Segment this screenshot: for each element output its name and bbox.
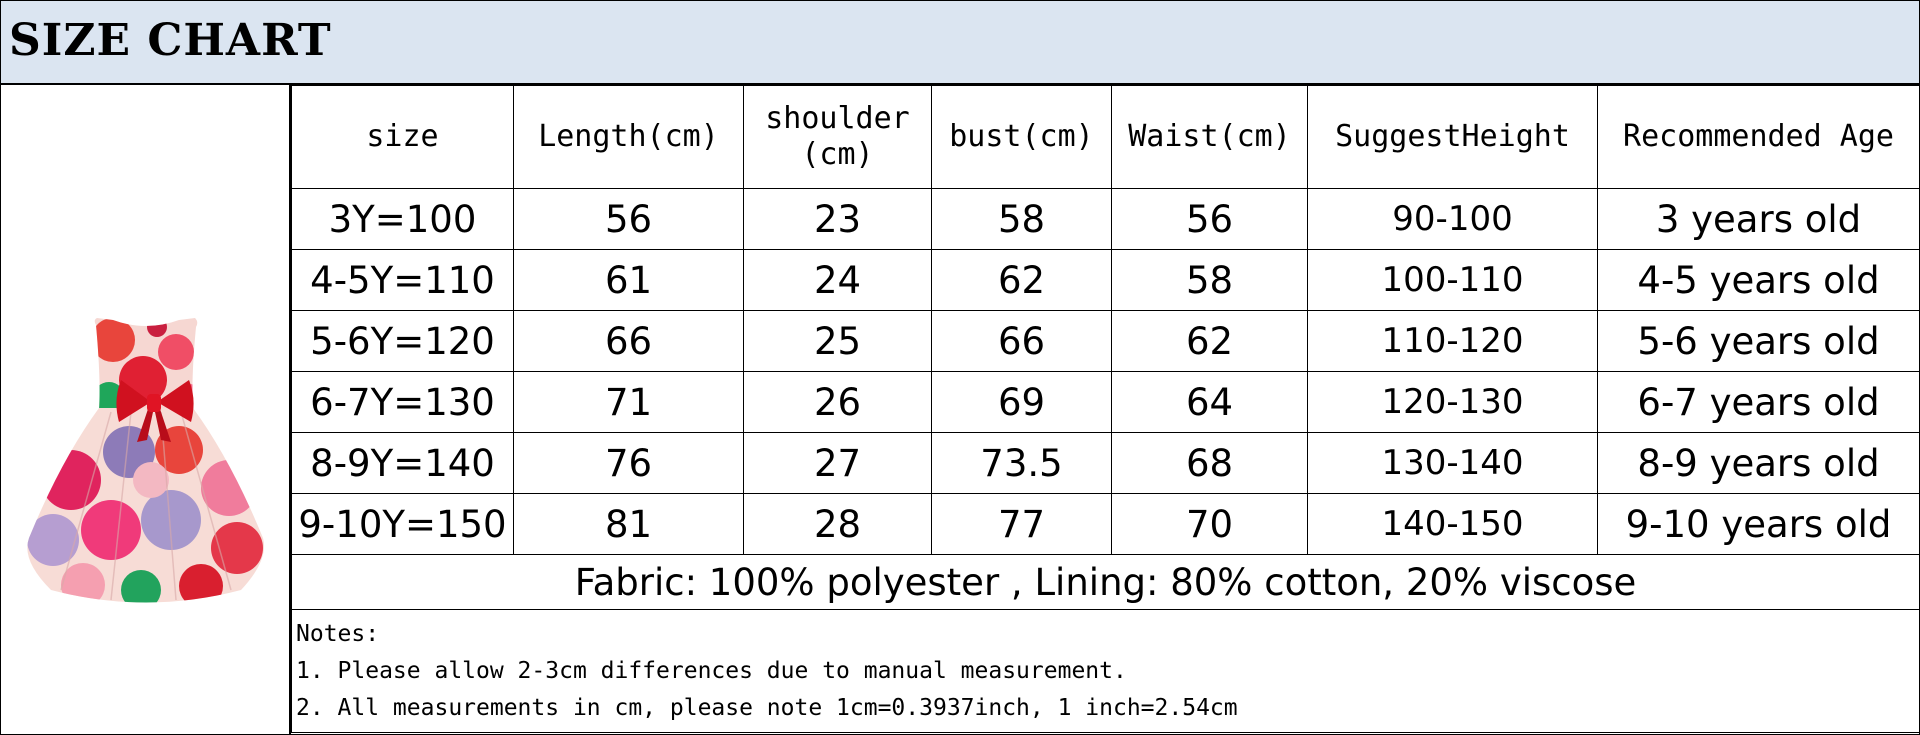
cell-waist: 64 (1111, 371, 1308, 433)
cell-waist: 70 (1111, 493, 1308, 555)
table-row: 6-7Y=130 71 26 69 64 120-130 6-7 years o… (291, 371, 1920, 433)
table-row: 8-9Y=140 76 27 73.5 68 130-140 8-9 years… (291, 432, 1920, 494)
notes-cell: Notes: 1. Please allow 2-3cm differences… (291, 609, 1920, 733)
table-header-row: size Length(cm) shoulder (cm) bust(cm) Wa… (291, 85, 1920, 189)
cell-shoulder: 24 (743, 249, 932, 311)
fabric-row: Fabric: 100% polyester , Lining: 80% cot… (291, 554, 1920, 610)
table-row: 4-5Y=110 61 24 62 58 100-110 4-5 years o… (291, 249, 1920, 311)
cell-age: 3 years old (1597, 188, 1920, 250)
cell-height: 140-150 (1307, 493, 1598, 555)
cell-waist: 56 (1111, 188, 1308, 250)
cell-waist: 62 (1111, 310, 1308, 372)
cell-shoulder: 27 (743, 432, 932, 494)
cell-size: 3Y=100 (291, 188, 514, 250)
cell-age: 6-7 years old (1597, 371, 1920, 433)
cell-bust: 58 (931, 188, 1112, 250)
header-height: SuggestHeight (1307, 85, 1598, 189)
header-waist: Waist(cm) (1111, 85, 1308, 189)
header-bust: bust(cm) (931, 85, 1112, 189)
bow (116, 380, 194, 442)
header-age: Recommended Age (1597, 85, 1920, 189)
cell-bust: 77 (931, 493, 1112, 555)
header-size: size (291, 85, 514, 189)
polka-dot-dress-image (27, 318, 265, 603)
cell-age: 4-5 years old (1597, 249, 1920, 311)
table-row: 9-10Y=150 81 28 77 70 140-150 9-10 years… (291, 493, 1920, 555)
title-bar: SIZE CHART (1, 1, 1919, 85)
header-length: Length(cm) (513, 85, 744, 189)
cell-size: 8-9Y=140 (291, 432, 514, 494)
notes-heading: Notes: (296, 621, 380, 647)
cell-size: 6-7Y=130 (291, 371, 514, 433)
cell-waist: 68 (1111, 432, 1308, 494)
cell-age: 8-9 years old (1597, 432, 1920, 494)
table-row: 5-6Y=120 66 25 66 62 110-120 5-6 years o… (291, 310, 1920, 372)
cell-height: 110-120 (1307, 310, 1598, 372)
cell-waist: 58 (1111, 249, 1308, 311)
note-item: 1. Please allow 2-3cm differences due to… (296, 658, 1127, 684)
cell-length: 71 (513, 371, 744, 433)
header-shoulder: shoulder (cm) (743, 85, 932, 189)
cell-shoulder: 23 (743, 188, 932, 250)
cell-shoulder: 25 (743, 310, 932, 372)
cell-length: 76 (513, 432, 744, 494)
cell-bust: 62 (931, 249, 1112, 311)
note-item: 2. All measurements in cm, please note 1… (296, 695, 1238, 721)
notes-row: Notes: 1. Please allow 2-3cm differences… (291, 609, 1920, 733)
cell-height: 100-110 (1307, 249, 1598, 311)
cell-bust: 66 (931, 310, 1112, 372)
page-title: SIZE CHART (9, 15, 332, 66)
cell-size: 9-10Y=150 (291, 493, 514, 555)
cell-length: 66 (513, 310, 744, 372)
cell-length: 56 (513, 188, 744, 250)
cell-size: 5-6Y=120 (291, 310, 514, 372)
size-table: size Length(cm) shoulder (cm) bust(cm) Wa… (291, 85, 1920, 733)
cell-height: 120-130 (1307, 371, 1598, 433)
cell-bust: 69 (931, 371, 1112, 433)
cell-bust: 73.5 (931, 432, 1112, 494)
cell-shoulder: 28 (743, 493, 932, 555)
cell-height: 90-100 (1307, 188, 1598, 250)
cell-height: 130-140 (1307, 432, 1598, 494)
cell-shoulder: 26 (743, 371, 932, 433)
cell-age: 5-6 years old (1597, 310, 1920, 372)
cell-age: 9-10 years old (1597, 493, 1920, 555)
cell-length: 61 (513, 249, 744, 311)
table-row: 3Y=100 56 23 58 56 90-100 3 years old (291, 188, 1920, 250)
fabric-info: Fabric: 100% polyester , Lining: 80% cot… (291, 554, 1920, 610)
cell-size: 4-5Y=110 (291, 249, 514, 311)
cell-length: 81 (513, 493, 744, 555)
product-image-cell (1, 85, 291, 734)
